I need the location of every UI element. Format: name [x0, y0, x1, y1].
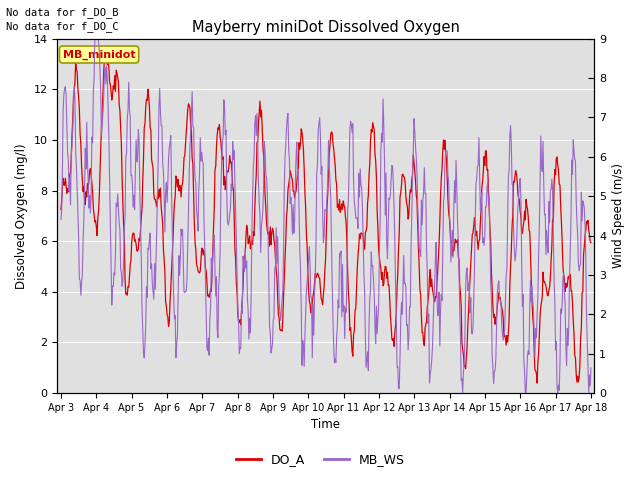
- Title: Mayberry miniDot Dissolved Oxygen: Mayberry miniDot Dissolved Oxygen: [192, 20, 460, 35]
- Y-axis label: Dissolved Oxygen (mg/l): Dissolved Oxygen (mg/l): [15, 143, 28, 289]
- Text: MB_minidot: MB_minidot: [63, 49, 136, 60]
- Text: No data for f_DO_B
No data for f_DO_C: No data for f_DO_B No data for f_DO_C: [6, 7, 119, 32]
- Y-axis label: Wind Speed (m/s): Wind Speed (m/s): [612, 163, 625, 268]
- X-axis label: Time: Time: [312, 419, 340, 432]
- Legend: DO_A, MB_WS: DO_A, MB_WS: [230, 448, 410, 471]
